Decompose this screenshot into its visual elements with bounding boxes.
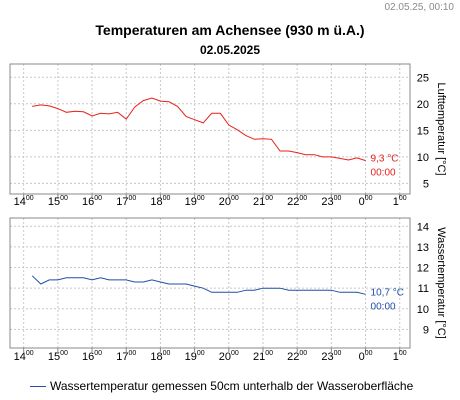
y-tick-label: 20 [417,99,429,111]
chart-date: 02.05.2025 [199,43,261,57]
legend-label: Wassertemperatur gemessen 50cm unterhalb… [50,379,414,393]
y-axis-label: Wassertemperatur [°C] [435,227,447,339]
legend-swatch-water [30,385,46,387]
y-tick-label: 10 [417,152,429,164]
x-tick-label: 1600 [82,195,102,208]
x-tick-label: 1700 [116,350,136,363]
y-tick-label: 14 [417,221,429,233]
plot-frame [9,63,411,195]
y-tick-label: 9 [423,324,429,336]
plot-frame [9,217,411,349]
last-time-label: 00:00 [371,301,396,312]
y-tick-label: 5 [423,178,429,190]
x-tick-label: 2300 [321,350,341,363]
x-tick-label: 100 [393,195,407,208]
x-tick-label: 1700 [116,195,136,208]
x-tick-label: 000 [359,350,373,363]
x-tick-label: 2000 [219,195,239,208]
timestamp: 02.05.25, 00:10 [384,2,454,13]
last-time-label: 00:00 [371,168,396,179]
x-tick-label: 1600 [82,350,102,363]
x-tick-label: 1500 [48,195,68,208]
y-tick-label: 11 [418,283,429,295]
y-tick-label: 12 [417,263,429,275]
chart-panel-air: 5 10 15 20 25 1400 1500 1600 1700 1800 1900 2000 210… [9,63,447,208]
y-tick-label: 15 [417,125,429,137]
y-tick-label: 10 [417,304,429,316]
x-tick-label: 1900 [185,195,205,208]
x-tick-label: 1400 [14,195,34,208]
last-value-label: 10,7 °C [371,287,404,298]
x-tick-label: 1500 [48,350,68,363]
x-tick-label: 1800 [150,350,170,363]
y-tick-label: 25 [417,72,429,84]
x-tick-label: 2200 [287,195,307,208]
series-line-water [31,275,366,295]
x-tick-label: 100 [393,350,407,363]
x-tick-label: 1900 [185,350,205,363]
x-tick-label: 2300 [321,195,341,208]
chart-panel-water: 9 10 11 12 13 14 1400 1500 1600 1700 1800 1900 2000 2… [9,217,447,363]
chart-title: Temperaturen am Achensee (930 m ü.A.) [95,22,365,38]
series-line-air [32,97,366,162]
x-tick-label: 2200 [287,350,307,363]
x-tick-label: 1400 [14,350,34,363]
y-axis-label: Lufttemperatur [°C] [435,82,447,175]
last-value-label: 9,3 °C [371,154,399,165]
legend: Wassertemperatur gemessen 50cm unterhalb… [30,379,413,393]
x-tick-label: 2000 [219,350,239,363]
y-tick-label: 13 [417,242,429,254]
x-tick-label: 1800 [150,195,170,208]
x-tick-label: 000 [359,195,373,208]
x-tick-label: 2100 [253,350,273,363]
x-tick-label: 2100 [253,195,273,208]
